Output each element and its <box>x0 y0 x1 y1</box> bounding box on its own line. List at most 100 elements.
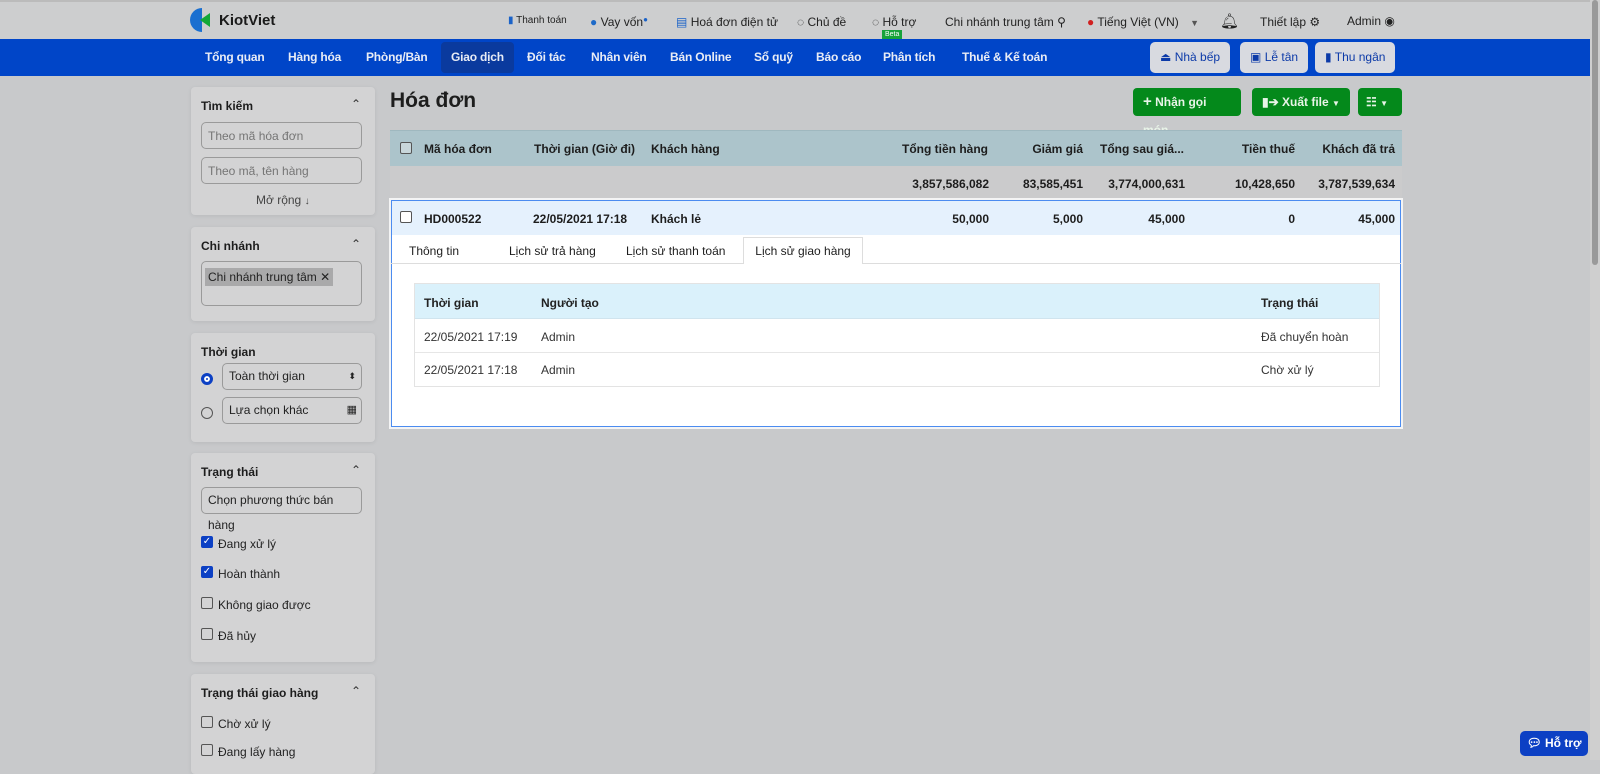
checkbox-label: Đang xử lý <box>218 537 277 551</box>
support-link[interactable]: ◌ Hỗ trợ <box>872 15 917 29</box>
status-cancelled-checkbox[interactable] <box>201 628 213 640</box>
radio-custom[interactable] <box>201 407 213 419</box>
theme-link[interactable]: ◌ Chủ đề <box>797 15 847 29</box>
tab-delivery-history[interactable]: Lịch sử giao hàng <box>743 237 863 264</box>
panel-title: Tìm kiếm <box>201 99 254 113</box>
kiotviet-logo[interactable] <box>190 8 214 32</box>
export-file-button[interactable]: ▮➔ Xuất file ▼ <box>1252 88 1350 116</box>
status-completed-checkbox[interactable]: ✓ <box>201 566 213 578</box>
col-time[interactable]: Thời gian (Giờ đi) <box>534 142 636 156</box>
document-icon: ▮ <box>1325 50 1332 64</box>
invoice-code[interactable]: HD000522 <box>424 212 482 226</box>
status-processing-checkbox[interactable]: ✓ <box>201 536 213 548</box>
time-panel: Thời gian Toàn thời gian ⬍ Lựa chọn khác ▦ <box>191 333 375 442</box>
chevron-up-icon[interactable]: ⌃ <box>350 237 361 251</box>
settings-link[interactable]: Thiết lập ⚙ <box>1260 15 1321 29</box>
panel-title: Chi nhánh <box>201 239 260 253</box>
chat-icon: ◌ <box>872 15 880 29</box>
product-search-input[interactable] <box>201 157 362 184</box>
receive-order-button[interactable]: + Nhận gọi món <box>1133 88 1241 137</box>
tab-payment-history[interactable]: Lịch sử thanh toán <box>626 244 726 258</box>
totals-row <box>390 166 1402 198</box>
nav-tables[interactable]: Phòng/Bàn <box>366 50 428 64</box>
tab-return-history[interactable]: Lịch sử trả hàng <box>509 244 596 258</box>
nav-tax[interactable]: Thuế & Kế toán <box>962 50 1048 64</box>
checkbox-label: Hoàn thành <box>218 567 281 581</box>
remove-icon[interactable]: ✕ <box>320 270 331 284</box>
scrollbar-thumb[interactable] <box>1592 0 1598 265</box>
checkbox-label: Không giao được <box>218 598 311 612</box>
checkbox-label: Chờ xử lý <box>218 717 271 731</box>
checkbox-label: Đang lấy hàng <box>218 745 296 759</box>
bell-icon[interactable]: 🔔︎ <box>1220 13 1240 30</box>
history-header <box>415 284 1379 319</box>
col-customer[interactable]: Khách hàng <box>651 142 720 156</box>
language-selector[interactable]: ● Tiếng Việt (VN) ▼ <box>1087 15 1200 29</box>
help-chat-button[interactable]: 💬︎ Hỗ trợ <box>1520 731 1588 756</box>
col-tax[interactable]: Tiền thuế <box>1241 142 1295 156</box>
user-menu[interactable]: Admin ◉ <box>1347 14 1395 28</box>
nav-cashbook[interactable]: Sổ quỹ <box>754 50 793 64</box>
loan-link[interactable]: ● Vay vốn● <box>590 15 648 29</box>
row-checkbox[interactable] <box>400 211 412 223</box>
calendar-check-icon: ▣ <box>1250 50 1262 64</box>
after-discount-sum: 3,774,000,631 <box>1108 177 1185 191</box>
payment-link[interactable]: ▮ Thanh toán <box>508 15 567 26</box>
nav-analytics[interactable]: Phân tích <box>883 50 936 64</box>
page-title: Hóa đơn <box>390 89 477 112</box>
col-after-discount[interactable]: Tổng sau giá... <box>1100 142 1185 156</box>
chevron-up-icon[interactable]: ⌃ <box>350 97 361 111</box>
branch-selector[interactable]: Chi nhánh trung tâm ⚲ <box>945 15 1066 29</box>
expand-link[interactable]: Mở rộng ↓ <box>256 193 310 207</box>
plus-icon: + <box>1143 93 1152 110</box>
nav-online[interactable]: Bán Online <box>670 50 732 64</box>
history-row <box>415 352 1379 353</box>
kitchen-button[interactable]: ⏏ Nhà bếp <box>1150 42 1231 73</box>
file-export-icon: ▮➔ <box>1262 95 1279 109</box>
delivery-picking-checkbox[interactable] <box>201 744 213 756</box>
radio-all-time[interactable] <box>201 373 213 385</box>
branch-panel: Chi nhánh ⌃ Chi nhánh trung tâm ✕ <box>191 227 375 321</box>
nav-staff[interactable]: Nhân viên <box>591 50 647 64</box>
branch-multiselect[interactable]: Chi nhánh trung tâm ✕ <box>201 261 362 306</box>
caret-down-icon: ▼ <box>1190 18 1200 28</box>
invoice-total: 50,000 <box>952 212 989 226</box>
delivery-waiting-checkbox[interactable] <box>201 716 213 728</box>
time-select[interactable]: Toàn thời gian ⬍ <box>222 363 362 390</box>
caret-down-icon: ▼ <box>1332 99 1340 108</box>
invoice-code-input[interactable] <box>201 122 362 149</box>
reception-button[interactable]: ▣ Lễ tân <box>1240 42 1309 73</box>
invoice-after-discount: 45,000 <box>1148 212 1185 226</box>
col-discount[interactable]: Giảm giá <box>1032 142 1083 156</box>
panel-title: Thời gian <box>201 345 256 359</box>
custom-date-input[interactable]: Lựa chọn khác ▦ <box>222 397 362 424</box>
discount-sum: 83,585,451 <box>1022 177 1083 191</box>
cashier-button[interactable]: ▮ Thu ngân <box>1315 42 1396 73</box>
col-total[interactable]: Tổng tiền hàng <box>902 142 988 156</box>
history-col-time: Thời gian <box>424 296 479 310</box>
e-invoice-link[interactable]: ▤ Hoá đơn điện tử <box>676 15 778 29</box>
status-failed-checkbox[interactable] <box>201 597 213 609</box>
e-invoice-icon: ▤ <box>676 15 688 29</box>
sort-arrows-icon: ⬍ <box>348 371 356 381</box>
select-all-checkbox[interactable] <box>400 142 412 154</box>
nav-partners[interactable]: Đối tác <box>527 50 566 64</box>
checkbox-label: Đã hủy <box>218 629 257 643</box>
nav-reports[interactable]: Báo cáo <box>816 50 862 64</box>
col-invoice-code[interactable]: Mã hóa đơn <box>424 142 492 156</box>
nav-products[interactable]: Hàng hóa <box>288 50 342 64</box>
history-col-creator: Người tạo <box>541 296 599 310</box>
nav-overview[interactable]: Tổng quan <box>205 50 265 64</box>
sales-method-select[interactable]: Chọn phương thức bán hàng <box>201 487 362 532</box>
chevron-up-icon[interactable]: ⌃ <box>350 463 361 477</box>
nav-transactions[interactable]: Giao dịch <box>441 42 514 73</box>
total-sum: 3,857,586,082 <box>912 177 989 191</box>
tab-info[interactable]: Thông tin <box>409 244 460 258</box>
invoice-discount: 5,000 <box>1052 212 1083 226</box>
chevron-up-icon[interactable]: ⌃ <box>350 684 361 698</box>
scrollbar[interactable] <box>1590 0 1600 760</box>
col-paid[interactable]: Khách đã trả <box>1322 142 1395 156</box>
table-row[interactable] <box>392 201 1400 235</box>
column-view-button[interactable]: ☷ ▼ <box>1358 88 1402 116</box>
history-status: Đã chuyển hoàn <box>1261 330 1349 344</box>
